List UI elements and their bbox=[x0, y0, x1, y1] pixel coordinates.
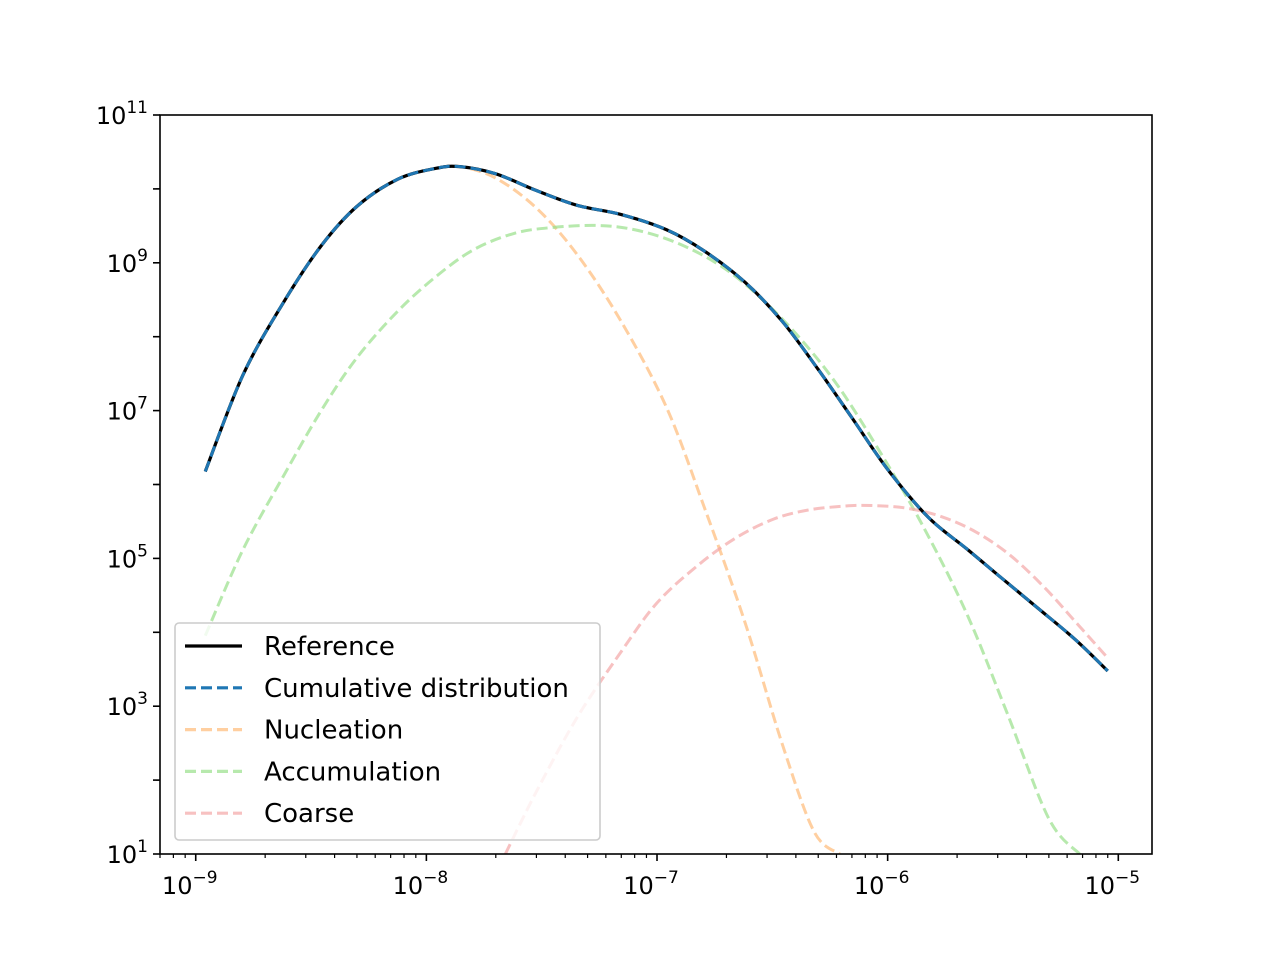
legend-box bbox=[174, 622, 601, 841]
legend-label-coarse: Coarse bbox=[264, 799, 354, 829]
series-line-cumulative-distribution bbox=[203, 164, 1109, 673]
y-tick-label: 101 bbox=[107, 837, 148, 869]
x-tick-label: 10−7 bbox=[623, 868, 679, 900]
legend-label-nucleation: Nucleation bbox=[264, 716, 403, 746]
legend-label-reference: Reference bbox=[264, 632, 395, 662]
series-line-coarse bbox=[504, 503, 1109, 854]
series-line-accumulation bbox=[203, 223, 1081, 854]
y-tick-label: 1011 bbox=[96, 98, 148, 130]
axes: 101 103 105 107 109 1011 10−9 10−8 10−7 10−6 10−5 bbox=[96, 98, 1153, 900]
x-tick-label: 10−8 bbox=[393, 868, 449, 900]
y-tick-label: 103 bbox=[107, 689, 148, 721]
legend-label-cumulative-distribution: Cumulative distribution bbox=[264, 674, 569, 704]
legend: Reference Cumulative distribution Nucleati… bbox=[174, 622, 601, 841]
x-tick-label: 10−9 bbox=[162, 868, 218, 900]
x-tick-label: 10−6 bbox=[854, 868, 910, 900]
legend-label-accumulation: Accumulation bbox=[264, 757, 441, 787]
y-tick-label: 107 bbox=[107, 394, 148, 426]
x-tick-label: 10−5 bbox=[1084, 868, 1140, 900]
y-tick-label: 105 bbox=[107, 541, 148, 573]
plot-area bbox=[203, 164, 1109, 854]
y-tick-label: 109 bbox=[107, 246, 148, 278]
